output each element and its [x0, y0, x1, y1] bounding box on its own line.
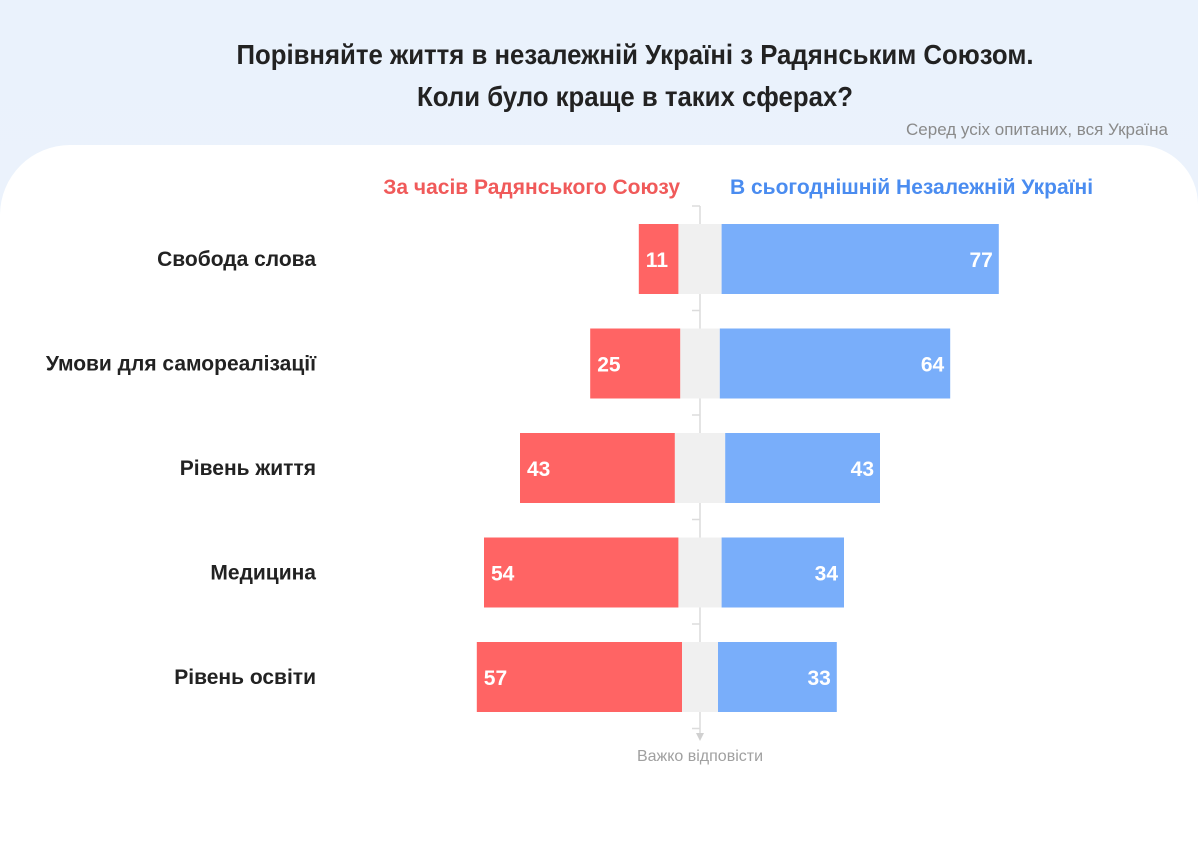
value-label-independent: 77: [969, 249, 992, 272]
bar-soviet: [520, 433, 675, 503]
bar-independent: [721, 224, 999, 294]
value-label-soviet: 54: [491, 563, 515, 586]
value-label-soviet: 11: [646, 249, 669, 272]
axis-arrow-icon: [696, 733, 704, 741]
chart-title: Порівняйте життя в незалежній Україні з …: [51, 34, 1198, 118]
bar-independent: [721, 537, 844, 608]
bar-hard-to-say: [674, 433, 726, 503]
category-label: Медицина: [210, 562, 316, 585]
bar-soviet: [638, 224, 679, 294]
value-label-independent: 34: [815, 563, 839, 586]
category-label: Умови для самореалізації: [46, 353, 317, 376]
hard-to-say-label: Важко відповісти: [637, 748, 763, 765]
category-label: Рівень освіти: [174, 666, 316, 689]
value-label-soviet: 57: [484, 667, 507, 690]
value-label-soviet: 25: [597, 354, 621, 377]
chart: За часів Радянського Союзу В сьогоднішній…: [46, 176, 1093, 765]
title-line-2: Коли було краще в таких сферах?: [417, 81, 853, 112]
value-label-independent: 64: [921, 354, 945, 377]
bar-hard-to-say: [680, 328, 720, 399]
chart-subtitle: Серед усіх опитаних, вся Україна: [906, 120, 1168, 139]
bar-independent: [719, 328, 951, 399]
bar-hard-to-say: [682, 642, 718, 712]
legend-independent: В сьогоднішній Незалежній Україні: [730, 176, 1093, 199]
value-label-independent: 33: [807, 667, 830, 690]
value-label-soviet: 43: [527, 458, 550, 481]
bar-soviet: [590, 328, 681, 399]
bar-hard-to-say: [678, 537, 722, 608]
bar-soviet: [484, 537, 679, 608]
category-label: Свобода слова: [157, 248, 316, 271]
bar-independent: [725, 433, 880, 503]
value-label-independent: 43: [851, 458, 874, 481]
category-label: Рівень життя: [180, 457, 316, 480]
legend-soviet: За часів Радянського Союзу: [383, 176, 680, 199]
bar-hard-to-say: [678, 224, 722, 294]
title-line-1: Порівняйте життя в незалежній Україні з …: [236, 39, 1034, 70]
bar-independent: [718, 642, 837, 712]
bar-soviet: [476, 642, 682, 712]
